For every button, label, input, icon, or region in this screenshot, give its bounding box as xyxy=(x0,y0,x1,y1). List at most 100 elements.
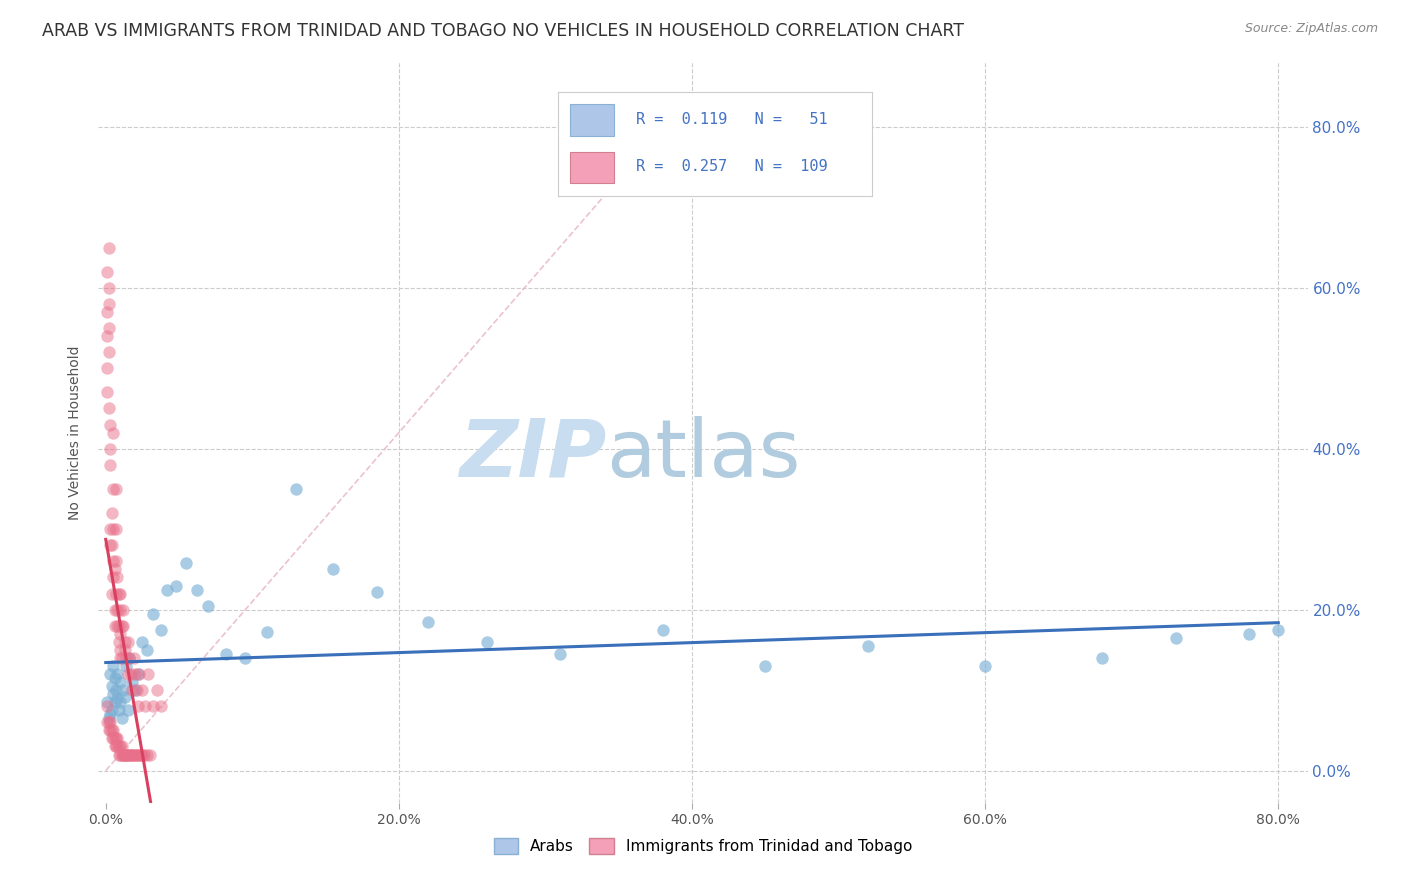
Point xyxy=(110,627,132,641)
Point xyxy=(97,715,120,730)
Point xyxy=(475,635,498,649)
Text: ARAB VS IMMIGRANTS FROM TRINIDAD AND TOBAGO NO VEHICLES IN HOUSEHOLD CORRELATION: ARAB VS IMMIGRANTS FROM TRINIDAD AND TOB… xyxy=(42,22,965,40)
Point xyxy=(142,607,165,621)
Point xyxy=(114,747,136,762)
Point xyxy=(103,739,125,754)
Text: Source: ZipAtlas.com: Source: ZipAtlas.com xyxy=(1244,22,1378,36)
Point xyxy=(548,647,571,661)
Point xyxy=(121,675,143,690)
Point xyxy=(128,667,150,681)
Point xyxy=(112,602,135,616)
Point xyxy=(96,385,118,400)
Point xyxy=(121,747,143,762)
Point xyxy=(124,683,146,698)
Point xyxy=(98,522,121,536)
Point xyxy=(101,425,124,440)
Point xyxy=(135,643,157,657)
Point xyxy=(131,683,153,698)
Point xyxy=(117,703,139,717)
Point xyxy=(97,345,120,359)
Point xyxy=(101,723,124,738)
Point xyxy=(108,619,131,633)
Point xyxy=(110,643,132,657)
Point xyxy=(111,651,134,665)
Point xyxy=(150,699,173,714)
Point xyxy=(96,329,118,343)
Point xyxy=(1237,627,1260,641)
Point xyxy=(115,651,138,665)
Point xyxy=(107,667,129,681)
Text: atlas: atlas xyxy=(606,416,800,494)
Point xyxy=(101,522,124,536)
Point xyxy=(186,582,208,597)
Point xyxy=(115,747,138,762)
Point xyxy=(112,619,135,633)
Point xyxy=(101,659,124,673)
Point xyxy=(96,715,118,730)
Point xyxy=(111,711,134,725)
Point xyxy=(107,570,129,584)
Legend: Arabs, Immigrants from Trinidad and Tobago: Arabs, Immigrants from Trinidad and Toba… xyxy=(486,830,920,862)
Point xyxy=(101,687,124,701)
Point xyxy=(110,651,132,665)
Point xyxy=(103,695,125,709)
Point xyxy=(98,723,121,738)
Point xyxy=(101,554,124,568)
Point xyxy=(110,675,132,690)
Point xyxy=(1267,623,1289,637)
Point xyxy=(108,739,131,754)
Point xyxy=(101,482,124,496)
Point xyxy=(136,667,159,681)
Point xyxy=(107,731,129,746)
Point xyxy=(256,625,278,640)
Point xyxy=(103,671,125,685)
Point xyxy=(108,635,131,649)
Point xyxy=(96,699,118,714)
Point xyxy=(124,747,146,762)
Point xyxy=(98,715,121,730)
Point xyxy=(117,747,139,762)
Point xyxy=(122,651,145,665)
Point xyxy=(121,683,143,698)
Point xyxy=(98,442,121,456)
Point xyxy=(114,643,136,657)
Point xyxy=(110,602,132,616)
Point xyxy=(122,747,145,762)
Point xyxy=(156,582,179,597)
Point xyxy=(233,651,256,665)
Point xyxy=(105,482,128,496)
Point xyxy=(651,623,673,637)
Point xyxy=(197,599,219,613)
Point xyxy=(110,747,132,762)
Point xyxy=(118,747,141,762)
Point xyxy=(121,747,143,762)
Point xyxy=(418,615,440,629)
Point xyxy=(131,635,153,649)
Point xyxy=(754,659,776,673)
Point xyxy=(107,602,129,616)
Point xyxy=(100,731,122,746)
Point xyxy=(138,747,160,762)
Point xyxy=(108,747,131,762)
Point xyxy=(100,586,122,600)
Point xyxy=(115,747,138,762)
Point xyxy=(115,659,138,673)
Point xyxy=(105,522,128,536)
Point xyxy=(176,556,198,570)
Point xyxy=(105,683,128,698)
Point xyxy=(118,651,141,665)
Y-axis label: No Vehicles in Household: No Vehicles in Household xyxy=(69,345,83,520)
Point xyxy=(100,506,122,520)
Point xyxy=(97,297,120,311)
Point xyxy=(142,699,165,714)
Point xyxy=(111,747,134,762)
Point xyxy=(97,711,120,725)
Point xyxy=(124,667,146,681)
Point xyxy=(114,690,136,704)
Point xyxy=(96,695,118,709)
Point xyxy=(132,747,155,762)
Point xyxy=(1164,631,1187,645)
Point xyxy=(98,417,121,432)
Point xyxy=(101,731,124,746)
Point xyxy=(366,585,388,599)
